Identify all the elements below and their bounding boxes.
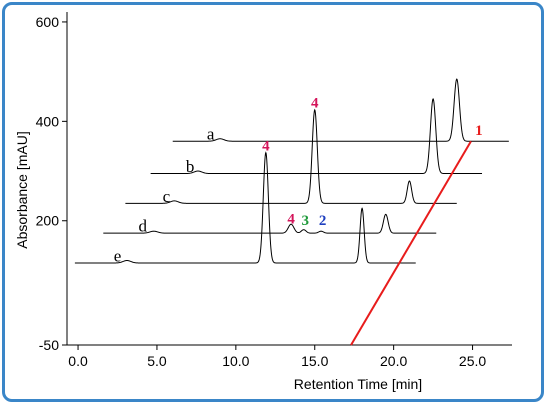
peak-label-4: 4 [311, 95, 319, 111]
trend-line-peak-1 [350, 140, 472, 346]
trace-label-d: d [138, 217, 147, 236]
x-tick-label: 5.0 [147, 353, 167, 369]
trace-c [125, 108, 457, 204]
x-axis-title: Retention Time [min] [294, 376, 422, 392]
trace-label-a: a [207, 125, 215, 144]
x-tick-label: 20.0 [380, 353, 407, 369]
chart-frame [2, 2, 544, 402]
axes: 0.0 5.0 10.0 15.0 20.0 25.0 -50 200 400 600 [36, 12, 512, 369]
x-tick-label: 10.0 [222, 353, 249, 369]
trace-label-c: c [163, 187, 171, 206]
y-tick-label: -50 [39, 337, 59, 353]
peak-label-4: 4 [262, 139, 270, 155]
x-tick-label: 15.0 [301, 353, 328, 369]
trace-e [74, 151, 416, 264]
peak-label-4: 4 [287, 212, 295, 228]
trace-label-b: b [186, 157, 195, 176]
x-tick-label: 25.0 [459, 353, 486, 369]
y-axis-title: Absorbance [mAU] [14, 131, 30, 249]
peak-label-3: 3 [302, 213, 310, 229]
chromatogram-traces [74, 78, 509, 346]
y-tick-label: 600 [36, 14, 60, 30]
peak-label-1: 1 [475, 123, 483, 139]
trace-label-e: e [114, 247, 122, 266]
trace-a [172, 78, 509, 142]
x-tick-label: 0.0 [68, 353, 88, 369]
y-tick-label: 400 [36, 113, 60, 129]
trace-b [150, 98, 483, 175]
y-tick-label: 200 [36, 213, 60, 229]
peak-label-2: 2 [319, 213, 327, 229]
